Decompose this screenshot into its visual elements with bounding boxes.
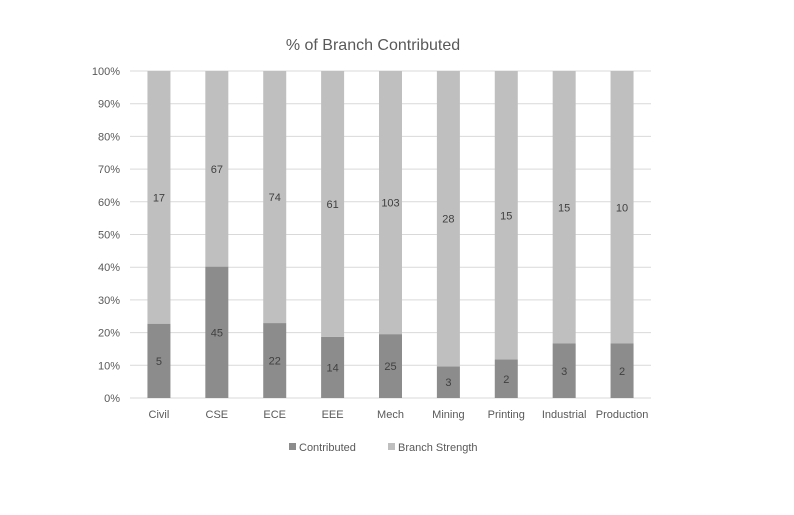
bar-segment-contributed: [552, 343, 576, 398]
data-label-contributed: 25: [384, 361, 396, 373]
bar-segment-contributed: [379, 334, 402, 398]
y-tick-label: 100%: [92, 66, 120, 78]
bar-segment-branch-strength: [205, 71, 229, 267]
bar-segment-branch-strength: [321, 71, 345, 337]
y-tick-label: 70%: [98, 164, 120, 176]
data-label-branch-strength: 74: [269, 192, 281, 204]
y-tick-label: 80%: [98, 131, 120, 143]
x-tick-label: EEE: [322, 409, 344, 421]
y-tick-label: 0%: [104, 393, 120, 405]
data-label-contributed: 3: [561, 366, 567, 378]
bar-segment-branch-strength: [263, 71, 287, 324]
data-label-branch-strength: 17: [153, 192, 165, 204]
data-label-branch-strength: 28: [442, 214, 454, 226]
y-tick-label: 90%: [98, 99, 120, 111]
data-label-branch-strength: 15: [500, 210, 512, 222]
y-tick-label: 10%: [98, 360, 120, 372]
data-label-contributed: 5: [156, 356, 162, 368]
y-tick-label: 50%: [98, 230, 120, 242]
legend-swatch-contributed: [289, 443, 296, 450]
data-label-contributed: 45: [211, 327, 223, 339]
x-tick-label: Production: [596, 409, 649, 421]
x-tick-label: Industrial: [542, 409, 587, 421]
y-tick-label: 60%: [98, 197, 120, 209]
data-label-branch-strength: 61: [326, 199, 338, 211]
data-label-contributed: 14: [326, 362, 338, 374]
data-label-branch-strength: 103: [381, 198, 399, 210]
bar-segment-branch-strength: [436, 71, 460, 367]
bar-segment-contributed: [494, 359, 518, 398]
data-label-contributed: 2: [503, 374, 509, 386]
data-label-contributed: 2: [619, 366, 625, 378]
x-tick-label: Printing: [488, 409, 525, 421]
y-tick-label: 30%: [98, 295, 120, 307]
bar-segment-contributed: [436, 366, 460, 398]
y-tick-label: 20%: [98, 328, 120, 340]
x-tick-label: Civil: [149, 409, 170, 421]
x-axis: Civil CSE ECE EEE Mech Mining Printing Industri…: [149, 409, 649, 421]
bar-segment-branch-strength: [147, 71, 171, 324]
bar-segment-contributed: [205, 266, 229, 398]
bar-segment-contributed: [321, 336, 345, 398]
bar-segment-contributed: [147, 323, 171, 398]
y-tick-label: 40%: [98, 262, 120, 274]
data-label-contributed: 3: [445, 377, 451, 389]
legend: Contributed Branch Strength: [289, 442, 478, 454]
y-axis: 0% 10% 20% 30% 40% 50% 60% 70% 80% 90% 100%: [92, 66, 120, 405]
bars: 5 17 45 67 22 74 14 61 25 103 3 28 2 15 3 15 2 10: [147, 71, 634, 398]
bar-segment-contributed: [263, 323, 287, 398]
bar-segment-branch-strength: [494, 71, 518, 360]
bar-segment-branch-strength: [379, 71, 402, 335]
bar-segment-branch-strength: [552, 71, 576, 344]
x-tick-label: ECE: [263, 409, 286, 421]
legend-label-branch-strength: Branch Strength: [398, 442, 478, 454]
bar-segment-branch-strength: [610, 71, 634, 344]
data-label-branch-strength: 10: [616, 202, 628, 214]
x-tick-label: Mech: [377, 409, 404, 421]
data-label-branch-strength: 15: [558, 202, 570, 214]
legend-label-contributed: Contributed: [299, 442, 356, 454]
bar-segment-contributed: [610, 343, 634, 398]
x-tick-label: CSE: [206, 409, 229, 421]
x-tick-label: Mining: [432, 409, 464, 421]
legend-swatch-branch-strength: [388, 443, 395, 450]
data-label-contributed: 22: [269, 356, 281, 368]
data-label-branch-strength: 67: [211, 164, 223, 176]
chart-title: % of Branch Contributed: [286, 37, 460, 54]
